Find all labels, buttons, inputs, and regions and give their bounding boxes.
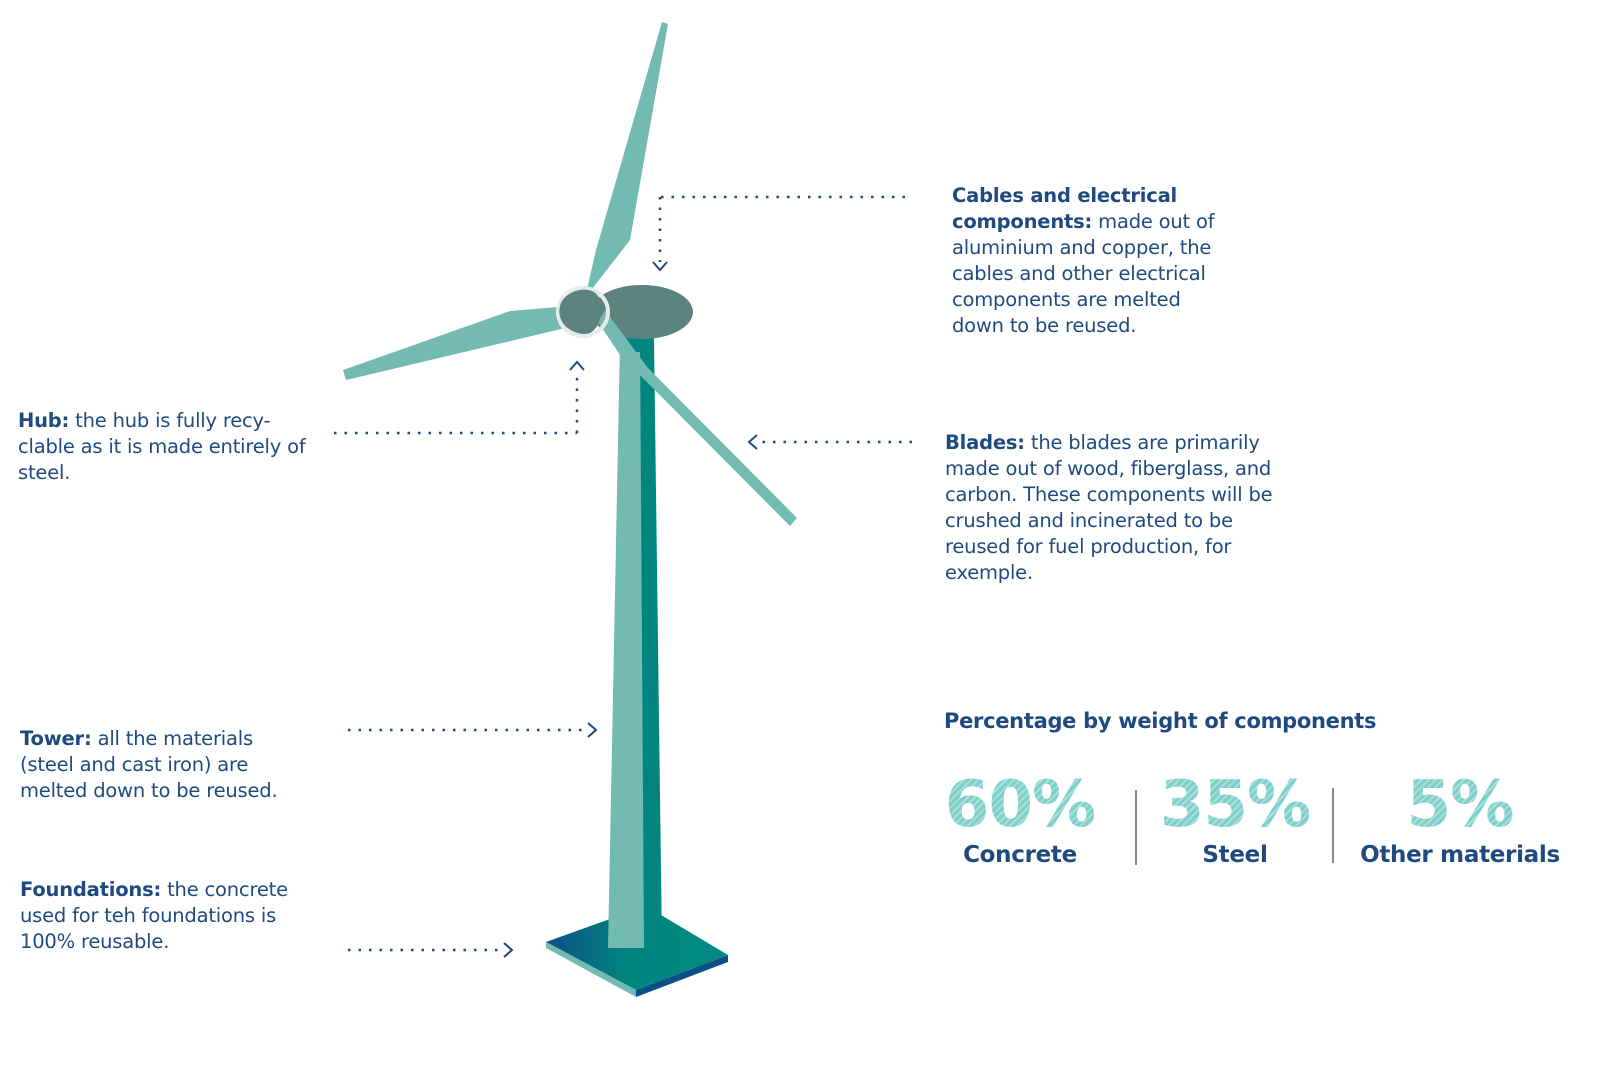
callout-hub: Hub: the hub is fully recy-clable as it …: [18, 408, 308, 486]
nacelle: [591, 285, 693, 339]
callout-foundations-title: Foundations:: [20, 878, 162, 901]
hub: [556, 286, 610, 338]
callout-tower-title: Tower:: [20, 727, 92, 750]
callout-blades: Blades: the blades are primarily made ou…: [945, 430, 1280, 586]
blades: [343, 22, 797, 526]
stat-other-value: 5%: [1355, 770, 1565, 840]
stat-concrete-value: 60%: [940, 770, 1100, 840]
callout-foundations-body: the concrete used for teh foundations is…: [20, 878, 288, 953]
stat-concrete: 60% Concrete: [940, 770, 1100, 870]
stat-other: 5% Other materials: [1355, 770, 1565, 870]
leader-lines: [334, 195, 912, 958]
tower: [608, 340, 662, 948]
stat-other-label: Other materials: [1360, 842, 1560, 868]
callout-blades-body: the blades are primarily made out of woo…: [945, 431, 1273, 584]
stats-title: Percentage by weight of components: [944, 709, 1377, 733]
callout-tower: Tower: all the materials (steel and cast…: [20, 726, 310, 804]
stat-steel-label: Steel: [1202, 842, 1268, 868]
stat-concrete-label: Concrete: [963, 842, 1077, 868]
callout-cables: Cables and electrical components: made o…: [952, 183, 1232, 339]
callout-tower-body: all the materials (steel and cast iron) …: [20, 727, 278, 802]
stat-divider: [1332, 788, 1334, 863]
callout-blades-title: Blades:: [945, 431, 1025, 454]
stat-divider: [1135, 790, 1137, 865]
callout-hub-body: the hub is fully recy-clable as it is ma…: [18, 409, 306, 484]
callout-cables-title: Cables and electrical components:: [952, 184, 1178, 233]
callout-hub-title: Hub:: [18, 409, 70, 432]
stat-steel-value: 35%: [1155, 770, 1315, 840]
stat-steel: 35% Steel: [1155, 770, 1315, 870]
callout-foundations: Foundations: the concrete used for teh f…: [20, 877, 310, 955]
callout-cables-body: made out of aluminium and copper, the ca…: [952, 210, 1215, 337]
